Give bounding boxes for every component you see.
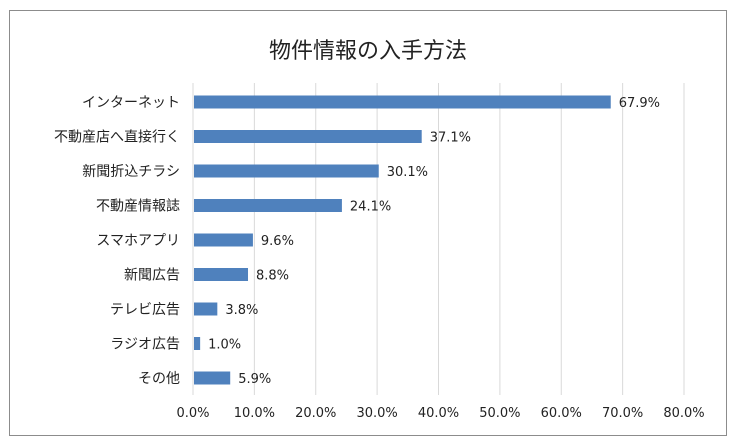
bar [194, 302, 218, 316]
x-tick-label: 10.0% [234, 406, 275, 421]
chart-title: 物件情報の入手方法 [269, 39, 467, 64]
category-labels: インターネット不動産店へ直接行く新聞折込チラシ不動産情報誌スマホアプリ新聞広告テ… [54, 95, 180, 387]
bar [194, 371, 231, 385]
x-tick-labels: 0.0% 10.0% 20.0% 30.0% 40.0% 50.0% 60.0% 70.0% 8… [176, 406, 704, 421]
category-label: インターネット [82, 95, 180, 111]
bar [194, 337, 201, 350]
category-label: スマホアプリ [96, 233, 180, 249]
x-tick-label: 20.0% [295, 406, 336, 421]
bar [194, 199, 342, 212]
bar [194, 95, 611, 109]
x-tick-label: 0.0% [176, 406, 209, 421]
value-label: 67.9% [619, 96, 660, 111]
chart-frame: 物件情報の入手方法 インターネット不動産店へ直接行く新聞折込チラシ不動産情報誌ス… [9, 10, 727, 436]
category-label: ラジオ広告 [110, 337, 180, 353]
x-tick-label: 80.0% [663, 406, 704, 421]
category-label: テレビ広告 [110, 302, 180, 318]
bar [194, 268, 249, 281]
value-label: 8.8% [256, 269, 289, 284]
x-tick-label: 50.0% [479, 406, 520, 421]
category-label: 新聞折込チラシ [82, 164, 180, 180]
bars [194, 95, 611, 385]
bar-chart: 物件情報の入手方法 インターネット不動産店へ直接行く新聞折込チラシ不動産情報誌ス… [54, 39, 705, 421]
category-label: その他 [138, 371, 180, 387]
x-tick-label: 40.0% [418, 406, 459, 421]
value-label: 3.8% [225, 303, 258, 318]
bar [194, 164, 379, 178]
bar [194, 233, 253, 247]
bar [194, 130, 422, 143]
value-label: 1.0% [208, 338, 241, 353]
value-label: 37.1% [430, 131, 471, 146]
x-tick-label: 60.0% [541, 406, 582, 421]
value-label: 30.1% [387, 165, 428, 180]
category-label: 新聞広告 [124, 268, 180, 284]
value-label: 9.6% [261, 234, 294, 249]
value-label: 24.1% [350, 200, 391, 215]
value-label: 5.9% [238, 372, 271, 387]
category-label: 不動産店へ直接行く [54, 129, 180, 146]
x-tick-label: 70.0% [602, 406, 643, 421]
value-labels: 67.9% 37.1% 30.1% 24.1% 9.6% 8.8% 3.8% 1.0% 5.9% [208, 96, 660, 387]
x-tick-label: 30.0% [356, 406, 397, 421]
category-label: 不動産情報誌 [96, 199, 180, 215]
